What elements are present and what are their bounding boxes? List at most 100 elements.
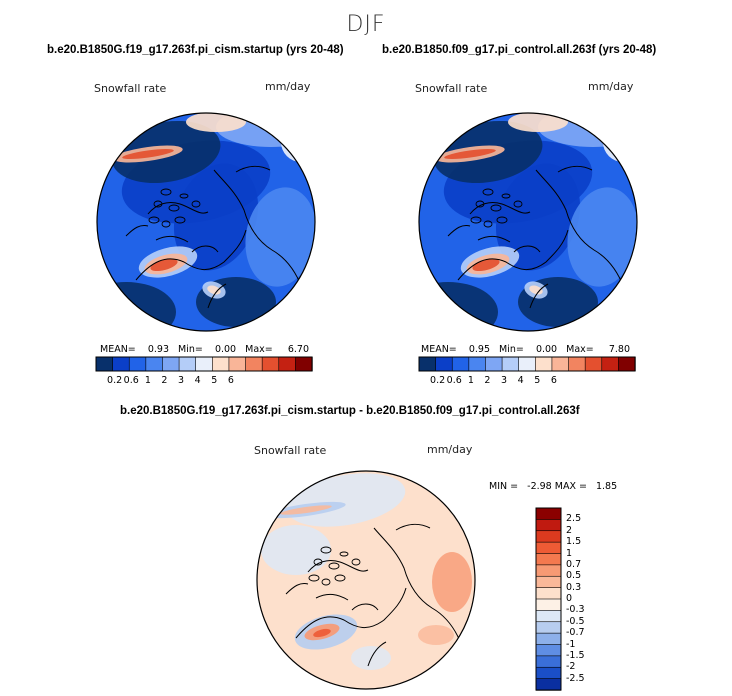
panel1-color-box-6 — [195, 356, 214, 372]
panel1-color-box-2 — [128, 356, 147, 372]
panel2-island-3 — [501, 193, 511, 199]
panel3-island-1 — [313, 558, 323, 566]
panel1-colorbar-frame — [95, 356, 313, 372]
panel3-units-label: mm/day — [427, 443, 473, 456]
panel2-island-7 — [483, 220, 493, 228]
panel2-field-pacific-light — [603, 122, 637, 162]
panel3-tick-label: -2 — [566, 661, 576, 673]
panel2-colorbar — [418, 356, 636, 372]
panel3-island-0 — [320, 546, 332, 554]
panel2-color-box-1 — [435, 356, 453, 372]
panel3-field-west-neg — [261, 525, 331, 575]
panel2-island-0 — [482, 188, 494, 196]
panel3-island-4 — [308, 574, 320, 582]
panel3-tick-label: -0.3 — [566, 604, 585, 616]
panel3-island-2 — [328, 562, 340, 570]
panel1-color-box-4 — [162, 356, 180, 372]
panel2-color-box-8 — [551, 356, 570, 372]
panel2-coastline-7 — [447, 225, 471, 237]
panel2-island-2 — [490, 204, 502, 212]
panel2-color-box-4 — [485, 356, 503, 372]
panel1-color-box-9 — [245, 356, 263, 372]
panel2-color-box-11 — [601, 356, 620, 372]
panel1-island-2 — [168, 204, 180, 212]
panel3-tick-label: 0.7 — [566, 558, 582, 570]
panel3-tick-label: -0.5 — [566, 615, 585, 627]
panel2-field-storm-core — [444, 148, 496, 160]
panel3-coastline-3 — [351, 603, 379, 611]
panel3-coastline-6 — [367, 641, 387, 667]
panel2-tick-label: 5 — [534, 375, 541, 386]
panel3-island-6 — [334, 574, 346, 582]
panel1-field-europe — [245, 187, 315, 287]
panel2-coastline-0 — [457, 229, 569, 281]
panel2-field-canada — [495, 163, 581, 271]
panel2-variable-label: Snowfall rate — [415, 82, 488, 95]
panel2-coastline-2 — [535, 169, 625, 289]
panel1-coastline-6 — [207, 283, 227, 309]
panel1-color-box-11 — [278, 356, 297, 372]
panel2-color-box-0 — [418, 356, 437, 372]
panel3-coastline-0 — [295, 587, 407, 639]
panel2-color-box-9 — [568, 356, 586, 372]
panel3-tick-label: 0.3 — [566, 581, 582, 593]
panel1-island-4 — [148, 216, 160, 224]
panel2-field-scandinavia-core — [529, 285, 543, 295]
panel2-color-box-12 — [618, 356, 636, 372]
panel2-coastline-3 — [513, 245, 541, 253]
panel2-color-box-2 — [451, 356, 470, 372]
panel1-tick-label: 6 — [227, 375, 234, 386]
panel3-tick-label: -0.7 — [566, 627, 585, 639]
panel2-colorbar-frame — [418, 356, 636, 372]
panel2-coastline-5 — [557, 165, 593, 173]
panel1-coastline-4 — [155, 235, 189, 243]
panel1-colorbar-ticks: 0.2 0.6 1 2 3 4 5 6 — [96, 375, 312, 389]
panel1-island-7 — [161, 220, 171, 228]
panel3-field-east-pos — [432, 552, 472, 612]
panel1-color-box-0 — [95, 356, 114, 372]
panel3-subtitle: b.e20.B1850G.f19_g17.263f.pi_cism.startu… — [120, 405, 580, 417]
panel3-coastline-7 — [285, 583, 309, 595]
panel3-island-5 — [351, 558, 361, 566]
panel1-coastline-0 — [135, 229, 247, 281]
panel1-colorbar — [95, 356, 313, 372]
panel2-map-border — [418, 112, 638, 332]
panel1-island-3 — [179, 193, 189, 199]
panel2-island-4 — [470, 216, 482, 224]
panel2-field-southwest — [419, 282, 498, 331]
panel2-tick-label: 2 — [484, 375, 491, 386]
panel3-tick-label: -1 — [566, 638, 576, 650]
panel2-tick-label: 3 — [501, 375, 508, 386]
panel1-color-box-7 — [212, 356, 230, 372]
panel3-field-greenland-core — [313, 628, 331, 638]
panel1-field-greenland-core — [150, 258, 178, 272]
panel1-tick-label: 4 — [194, 375, 201, 386]
panel2-colorbar-ticks: 0.2 0.6 1 2 3 4 5 6 — [419, 375, 635, 389]
panel2-tick-label: 6 — [550, 375, 557, 386]
panel3-coastline-4 — [315, 593, 349, 601]
panel2-color-box-3 — [468, 356, 487, 372]
panel1-tick-label: 0.2 — [107, 375, 123, 386]
panel1-color-box-3 — [145, 356, 164, 372]
panel2-color-box-6 — [518, 356, 537, 372]
panel1-tick-label: 2 — [161, 375, 168, 386]
season-title: DJF — [346, 12, 386, 37]
panel3-tick-label: 0.5 — [566, 570, 582, 582]
panel2-color-box-10 — [584, 356, 603, 372]
panel2-color-box-5 — [501, 356, 520, 372]
panel1-field-canada — [173, 163, 259, 271]
panel3-field-storm-pos — [280, 505, 332, 515]
panel2-units-label: mm/day — [588, 80, 634, 93]
panel1-map-border — [96, 112, 316, 332]
panel1-field-pacific-warm — [186, 113, 246, 132]
panel1-polar-map — [96, 112, 316, 332]
panel1-coastline-2 — [213, 169, 303, 289]
panel3-coastline-5 — [395, 523, 431, 531]
panel1-island-6 — [174, 216, 186, 224]
panel1-coastline-5 — [235, 165, 271, 173]
panel1-tick-label: 3 — [178, 375, 185, 386]
panel3-variable-label: Snowfall rate — [254, 444, 327, 457]
panel3-island-3 — [339, 551, 349, 557]
panel2-tick-label: 0.2 — [430, 375, 446, 386]
panel3-polar-map — [256, 470, 476, 690]
